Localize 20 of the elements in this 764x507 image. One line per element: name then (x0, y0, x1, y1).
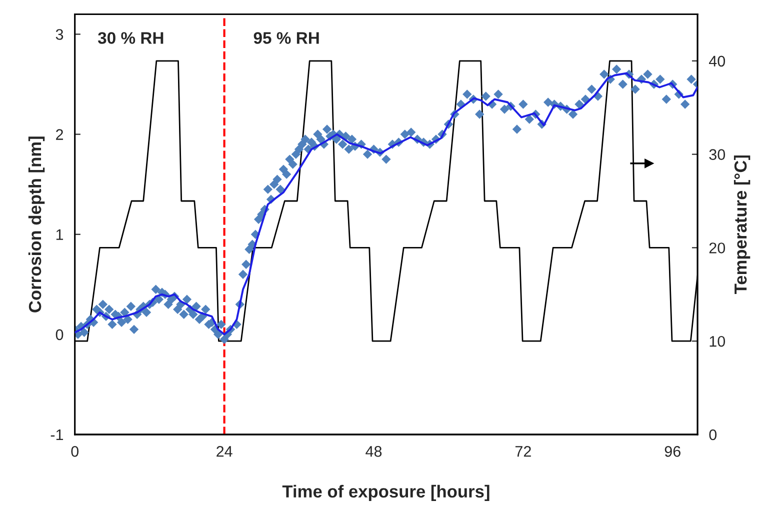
x-tick-label: 96 (664, 446, 680, 457)
y-tick-label: 0 (56, 329, 64, 340)
x-tick-label: 24 (216, 446, 232, 457)
y2-tick-label: 40 (708, 56, 726, 67)
x-axis-title: Time of exposure [hours] (282, 484, 490, 502)
y2-tick-label: 20 (709, 242, 726, 254)
y-tick-label: 1 (56, 229, 64, 240)
annotation: 30 % RH (98, 32, 164, 44)
x-tick-label: 72 (515, 446, 531, 457)
y-tick-label: -1 (50, 430, 64, 440)
x-tick-label: 0 (71, 446, 79, 457)
y-axis-title: Corrosion depth [nm] (28, 136, 45, 312)
y2-axis-title: Temperature [°C] (734, 155, 750, 294)
y2-tick-label: 0 (709, 429, 717, 440)
y2-tick-label: 30 (709, 149, 726, 160)
x-tick-label: 48 (366, 446, 382, 457)
annotation: 95 % RH (254, 32, 319, 44)
y-tick-label: 2 (56, 129, 63, 140)
y-tick-label: 3 (56, 29, 64, 40)
y2-tick-label: 10 (710, 336, 726, 347)
